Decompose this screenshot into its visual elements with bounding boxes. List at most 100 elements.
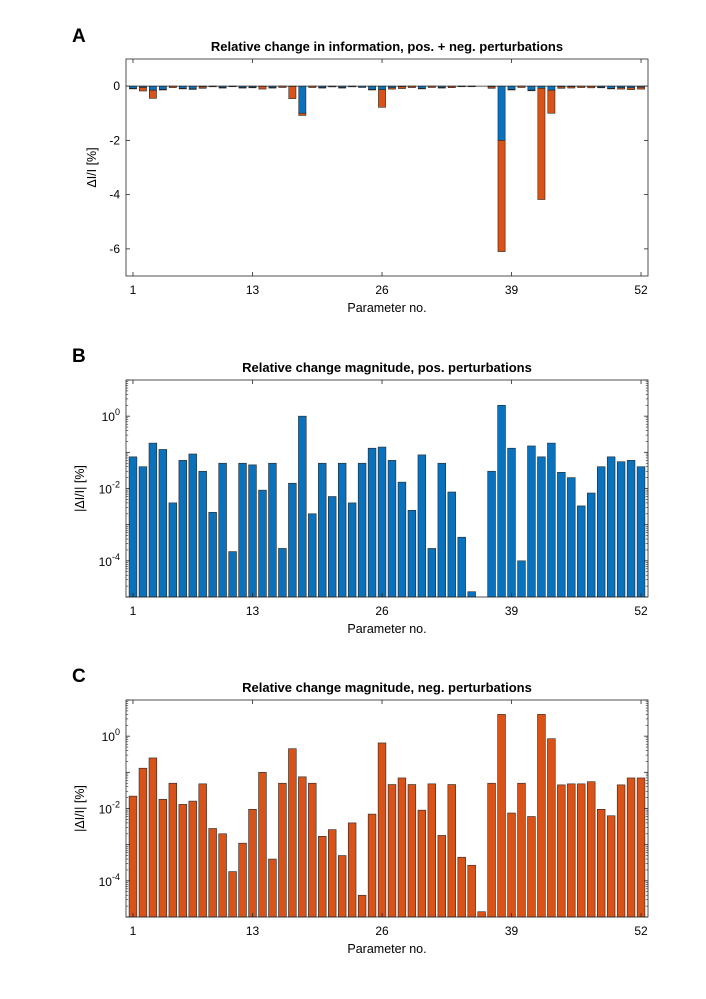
y-tick-label: 10-2 — [99, 480, 120, 497]
y-tick-label: 0 — [113, 79, 120, 93]
bar-param-14 — [258, 772, 267, 918]
bar-neg-param-37 — [487, 86, 496, 89]
x-tick-label: 52 — [634, 924, 648, 938]
bar-param-46 — [577, 505, 586, 598]
tick-layer: 1 13 26 39 52 0 -2 -4 -6 — [109, 59, 648, 297]
y-tick-label: 10-4 — [99, 872, 120, 889]
bar-param-35 — [467, 591, 476, 598]
bar-neg-param-22 — [338, 87, 347, 89]
bar-param-22 — [337, 855, 347, 918]
bar-neg-param-25 — [368, 89, 376, 91]
x-tick-label: 26 — [375, 924, 389, 938]
bar-param-17 — [288, 482, 297, 598]
x-tick-label: 52 — [634, 283, 648, 297]
bar-param-23 — [347, 502, 357, 598]
bar-neg-param-10 — [218, 87, 227, 89]
axes-box — [125, 58, 649, 277]
bar-param-31 — [427, 548, 437, 598]
bar-neg-param-33 — [447, 86, 456, 88]
bar-param-15 — [268, 462, 277, 598]
bar-param-34 — [457, 856, 466, 918]
bar-param-51 — [626, 460, 636, 598]
bar-param-18 — [298, 415, 307, 598]
bar-param-42 — [537, 456, 546, 598]
bar-neg-param-4 — [158, 89, 167, 91]
bar-param-40 — [517, 560, 526, 598]
bar-neg-param-13 — [248, 86, 257, 89]
bar-param-51 — [626, 777, 636, 918]
bar-param-16 — [278, 548, 287, 598]
bar-pos-param-18 — [298, 85, 307, 114]
bar-param-10 — [218, 462, 227, 598]
bar-param-20 — [318, 462, 327, 598]
bar-param-21 — [328, 496, 337, 598]
bar-param-49 — [606, 815, 616, 918]
bar-param-30 — [417, 809, 427, 918]
chart-title: Relative change in information, pos. + n… — [211, 39, 563, 54]
x-axis-label: Parameter no. — [347, 622, 426, 636]
bar-neg-param-2 — [139, 87, 147, 92]
bar-layer — [128, 714, 646, 918]
bar-param-7 — [188, 453, 197, 598]
bar-neg-param-6 — [178, 88, 187, 90]
bar-layer — [128, 404, 646, 598]
x-tick-label: 1 — [130, 924, 137, 938]
bar-param-13 — [248, 809, 257, 918]
bar-param-19 — [308, 513, 317, 598]
panel-letter: C — [72, 666, 86, 687]
bar-param-26 — [377, 742, 387, 918]
bar-neg-param-27 — [388, 87, 396, 90]
bar-param-49 — [606, 456, 616, 598]
bar-param-7 — [188, 800, 197, 918]
bar-param-4 — [158, 798, 168, 918]
bar-param-43 — [547, 738, 556, 918]
y-tick-label: -4 — [109, 188, 120, 202]
x-tick-label: 1 — [130, 604, 137, 618]
bar-neg-param-1 — [129, 88, 137, 90]
bar-param-52 — [636, 777, 646, 918]
bar-param-32 — [437, 835, 446, 918]
bar-neg-param-39 — [507, 89, 516, 91]
bar-param-18 — [298, 776, 307, 918]
bar-param-12 — [238, 462, 247, 598]
bar-neg-param-50 — [617, 87, 625, 90]
bar-param-5 — [168, 782, 178, 918]
x-tick-label: 1 — [130, 283, 137, 297]
bar-neg-param-44 — [557, 86, 566, 89]
bar-param-46 — [577, 783, 586, 918]
bar-neg-param-38 — [497, 140, 506, 252]
bar-neg-param-45 — [567, 86, 576, 89]
bar-param-48 — [596, 466, 606, 598]
bar-pos-param-38 — [497, 85, 506, 141]
bar-param-31 — [427, 783, 437, 918]
bar-pos-param-39 — [507, 85, 516, 90]
bar-neg-param-7 — [188, 88, 197, 90]
y-tick-label: 100 — [102, 727, 120, 744]
panel-a: A Relative change in information, pos. +… — [72, 26, 649, 315]
bar-neg-param-18 — [298, 112, 307, 116]
bar-pos-param-7 — [188, 85, 197, 90]
bar-pos-param-25 — [368, 85, 376, 90]
panel-b: B Relative change magnitude, pos. pertur… — [72, 346, 649, 636]
bar-layer — [126, 85, 648, 252]
bar-param-11 — [228, 551, 237, 598]
bar-neg-param-28 — [398, 86, 406, 89]
bar-param-33 — [447, 784, 456, 918]
bar-neg-param-17 — [288, 86, 297, 99]
bar-param-17 — [288, 748, 297, 918]
bar-param-45 — [567, 477, 576, 598]
bar-param-8 — [198, 783, 207, 918]
y-tick-label: 10-2 — [99, 800, 120, 817]
x-tick-label: 52 — [634, 604, 648, 618]
bar-neg-param-43 — [547, 89, 556, 114]
x-tick-label: 26 — [375, 283, 389, 297]
bar-param-27 — [387, 460, 397, 598]
bar-param-36 — [477, 911, 486, 918]
x-tick-label: 39 — [505, 924, 519, 938]
x-tick-label: 13 — [246, 604, 260, 618]
y-axis-label: |ΔI/I| [%] — [73, 465, 87, 512]
bar-param-29 — [407, 509, 417, 598]
x-tick-label: 26 — [375, 604, 389, 618]
bar-neg-param-30 — [417, 88, 426, 90]
